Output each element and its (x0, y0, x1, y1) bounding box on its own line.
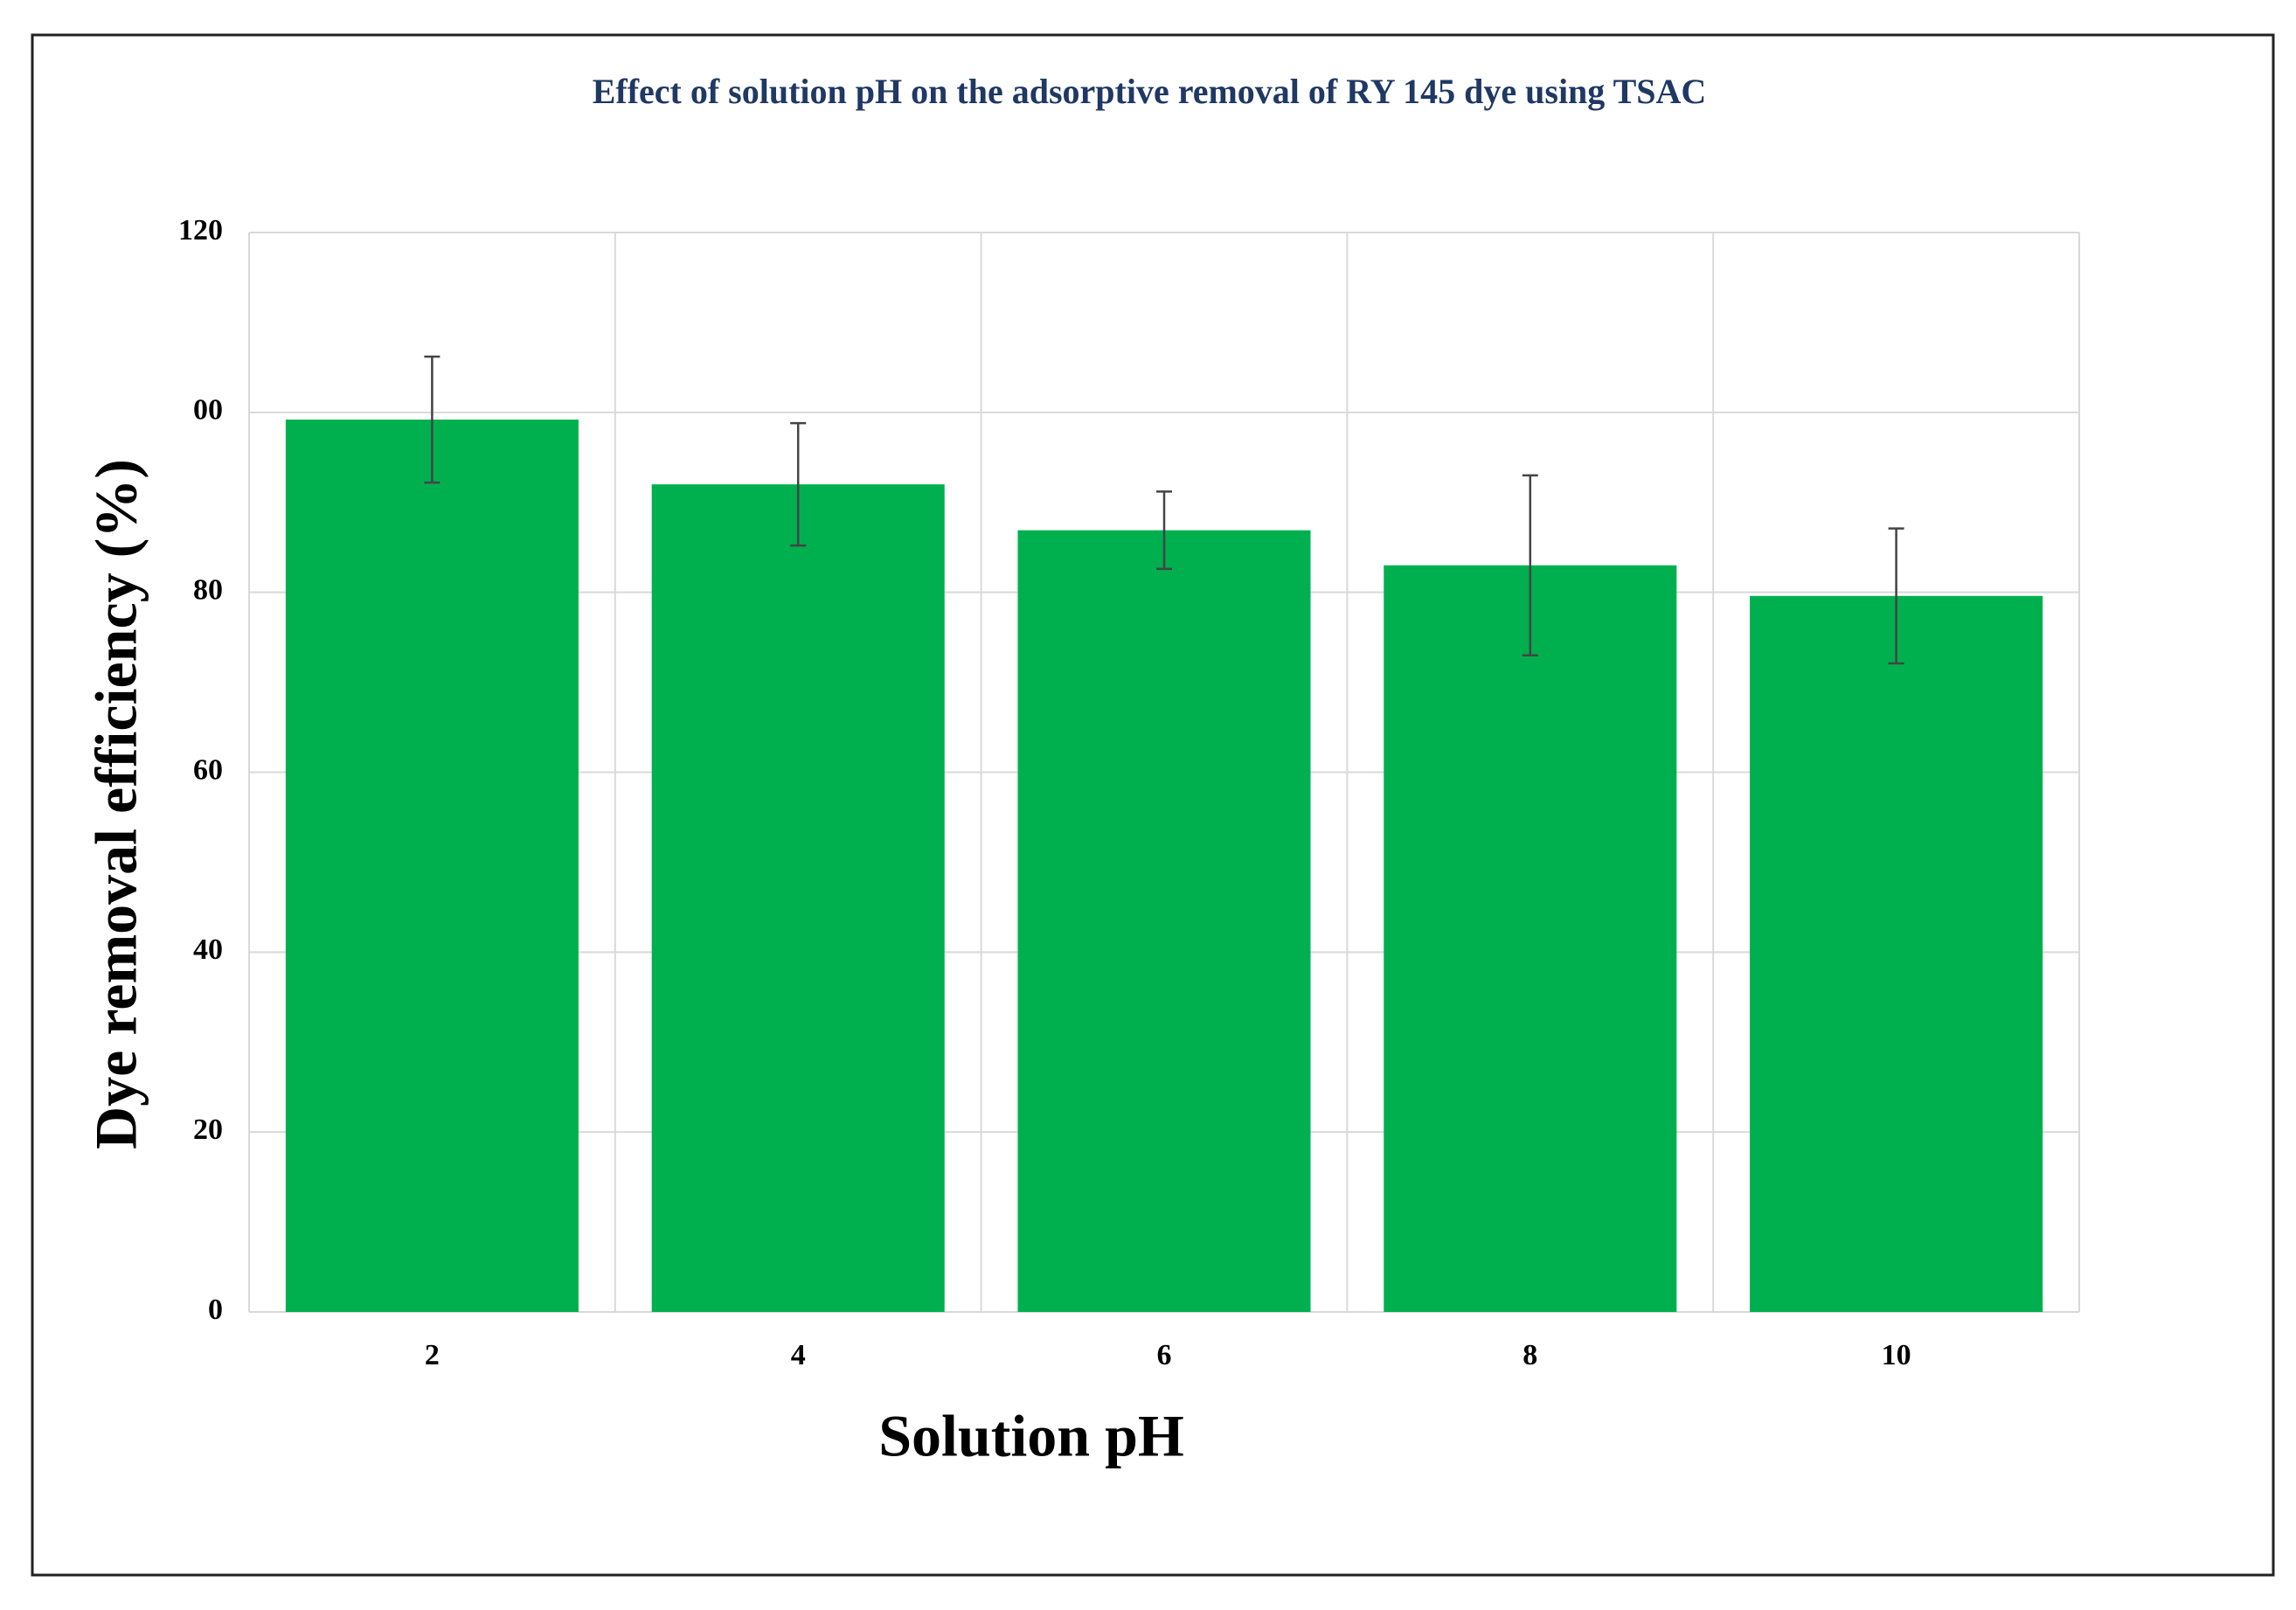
error-bar (424, 355, 440, 484)
error-bar (1156, 490, 1172, 571)
error-bar (1888, 527, 1904, 665)
bar (1017, 530, 1311, 1312)
x-tick-label: 2 (425, 1339, 440, 1371)
x-tick-label: 10 (1882, 1339, 1911, 1371)
error-bar (1522, 474, 1538, 656)
bar (1384, 565, 1677, 1312)
x-tick-label: 6 (1157, 1339, 1172, 1371)
error-bar (790, 421, 807, 547)
chart-title: Effect of solution pH on the adsorptive … (593, 72, 1707, 111)
y-tick-label: 20 (193, 1114, 223, 1146)
y-tick-label: 60 (193, 753, 223, 786)
y-tick-label: 120 (178, 214, 223, 246)
bar (651, 484, 945, 1312)
x-axis-label: Solution pH (878, 1403, 1184, 1469)
y-tick-label: 80 (193, 573, 223, 606)
x-tick-label: 8 (1523, 1339, 1537, 1371)
bar (1750, 595, 2043, 1312)
y-tick-label: 00 (193, 394, 223, 427)
y-tick-label: 0 (208, 1294, 223, 1326)
x-tick-label: 4 (791, 1339, 806, 1371)
y-axis-label: Dye removal efficiency (%) (83, 459, 149, 1149)
y-tick-label: 40 (193, 933, 223, 966)
bar (285, 420, 579, 1313)
